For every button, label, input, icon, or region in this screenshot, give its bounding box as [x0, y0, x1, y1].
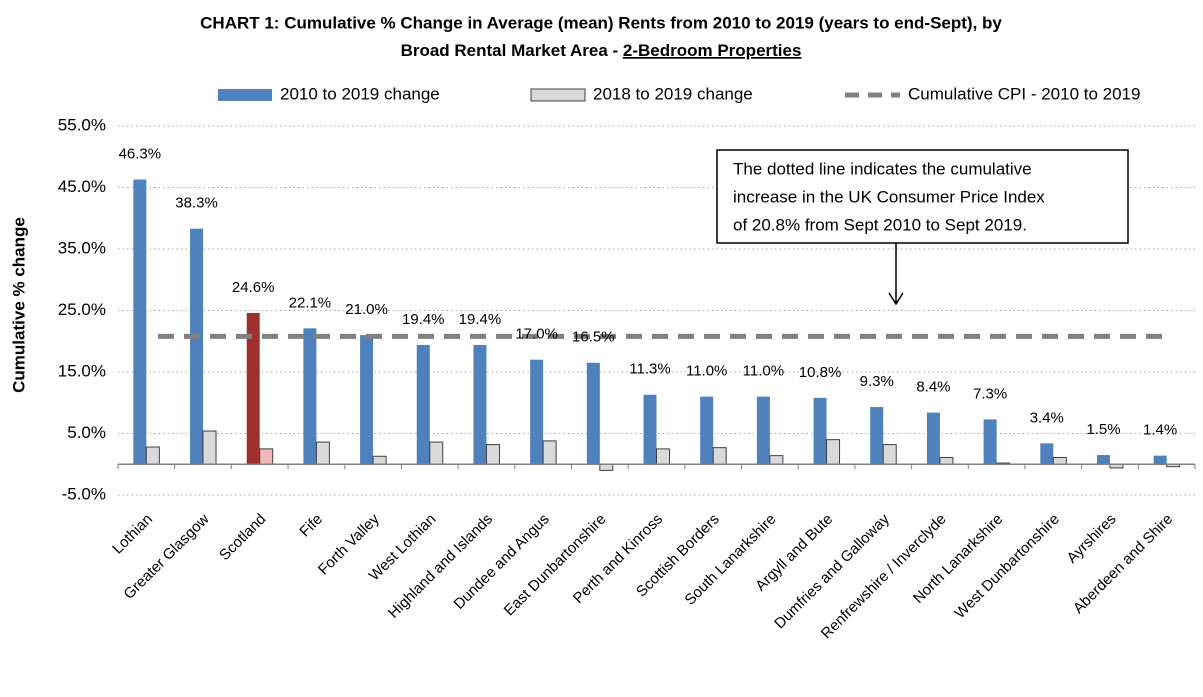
legend-swatch — [218, 89, 272, 101]
bar — [372, 455, 387, 465]
annotation: of 20.8% from Sept 2010 to Sept 2019. — [733, 215, 1027, 234]
annotation: The dotted line indicates the cumulative — [733, 159, 1032, 178]
bar — [145, 446, 160, 465]
bar — [586, 362, 600, 465]
data-label: 11.3% — [629, 361, 670, 378]
data-label: 1.5% — [1086, 421, 1120, 438]
bar — [1153, 455, 1167, 465]
data-label: 17.0% — [515, 326, 558, 343]
annotation-box — [716, 149, 1129, 244]
annotation: increase in the UK Consumer Price Index — [733, 187, 1045, 206]
data-label: 1.4% — [1143, 422, 1177, 439]
y-tick-label: 25.0% — [58, 300, 106, 319]
chart-title: Broad Rental Market Area - — [401, 41, 623, 60]
data-label: 8.4% — [916, 379, 950, 396]
chart-title: 2-Bedroom Properties — [623, 41, 802, 60]
data-label: 7.3% — [973, 385, 1007, 402]
y-axis-label: Cumulative % change — [9, 217, 28, 393]
chart-title: CHART 1: Cumulative % Change in Average … — [200, 13, 1002, 32]
data-label: 16.5% — [572, 329, 615, 346]
bar — [530, 359, 544, 465]
x-tick-label: Ayrshires — [1064, 511, 1120, 567]
x-tick-label: Dundee and Angus — [451, 511, 553, 613]
data-label: 11.0% — [686, 363, 727, 380]
data-label: 3.4% — [1030, 409, 1064, 426]
x-tick-label: Fife — [296, 511, 326, 541]
bar — [643, 394, 657, 465]
bar — [756, 396, 770, 465]
data-label: 11.0% — [743, 363, 784, 380]
bar — [473, 344, 487, 465]
data-label: 10.8% — [799, 364, 842, 381]
bar — [416, 344, 430, 465]
bar — [202, 430, 217, 465]
bar — [133, 179, 147, 465]
bar — [1052, 456, 1067, 465]
legend-swatch — [530, 88, 586, 102]
bar — [769, 455, 784, 465]
bar — [1040, 443, 1054, 465]
bar — [882, 444, 897, 465]
data-label: 9.3% — [860, 373, 894, 390]
bar — [712, 447, 727, 465]
bar — [190, 228, 204, 465]
annotation-arrow — [888, 292, 904, 306]
bar — [429, 441, 444, 465]
x-tick-label: West Dunbartonshire — [951, 511, 1062, 622]
y-tick-label: 5.0% — [67, 423, 106, 442]
bar — [700, 396, 714, 465]
bar — [259, 448, 274, 465]
legend-label: 2018 to 2019 change — [593, 84, 753, 103]
bar — [926, 412, 940, 465]
data-label: 38.3% — [175, 195, 218, 212]
bar — [246, 312, 260, 465]
chart-title: Broad Rental Market Area - 2-Bedroom Pro… — [401, 41, 802, 60]
bar — [485, 444, 500, 465]
y-tick-label: 35.0% — [58, 238, 106, 257]
legend-label: 2010 to 2019 change — [280, 84, 440, 103]
x-tick-label: Scotland — [216, 511, 269, 564]
y-tick-label: -5.0% — [62, 484, 106, 503]
data-label: 22.1% — [289, 294, 332, 311]
x-tick-label: Lothian — [109, 511, 156, 558]
bar — [1096, 455, 1110, 465]
bar — [656, 448, 670, 465]
bar — [983, 419, 997, 465]
bar — [599, 463, 614, 471]
bar — [360, 335, 374, 465]
data-label: 19.4% — [402, 311, 445, 328]
data-label: 46.3% — [119, 145, 162, 162]
data-label: 19.4% — [459, 311, 502, 328]
bar — [813, 397, 827, 465]
y-tick-label: 15.0% — [58, 361, 106, 380]
bar — [826, 439, 841, 465]
x-tick-label: East Dunbartonshire — [501, 511, 610, 620]
x-tick-label: Dumfries and Galloway — [771, 510, 893, 632]
data-label: 21.0% — [345, 301, 388, 318]
bar — [315, 441, 330, 465]
bar — [542, 440, 557, 465]
bar — [870, 407, 884, 465]
bar — [939, 456, 954, 465]
x-tick-label: Highland and Islands — [385, 511, 496, 622]
y-tick-label: 45.0% — [58, 177, 106, 196]
legend-label: Cumulative CPI - 2010 to 2019 — [908, 84, 1140, 103]
data-label: 24.6% — [232, 279, 275, 296]
y-tick-label: 55.0% — [58, 115, 106, 134]
x-tick-label: Aberdeen and Shire — [1070, 511, 1176, 617]
bar — [303, 328, 317, 465]
